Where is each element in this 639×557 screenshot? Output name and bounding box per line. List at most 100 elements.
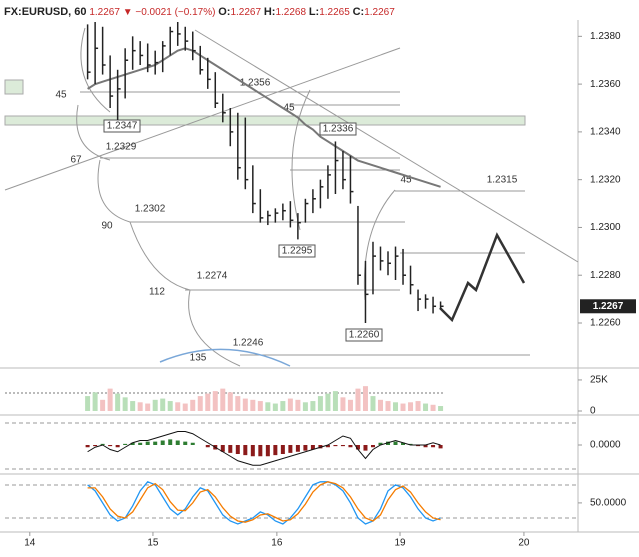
volume-bar [227,392,233,411]
macd-bar [123,443,128,445]
macd-line [87,431,441,466]
close-label: C: [353,6,365,18]
fib-arc [80,27,111,113]
volume-bar [250,399,256,411]
annotations: 45 45 45 67 90 112 135 1.2356 1.2329 1.2302 1.2274… [55,78,517,364]
volume-bar [145,403,151,411]
macd-bar [93,445,98,447]
macd-bar [190,442,195,445]
price-tag: 1.2260 [349,330,380,341]
volume-bar [362,386,368,411]
volume-bar [107,388,113,411]
projection [439,232,526,323]
macd-bar [228,445,233,453]
trend-line [194,29,579,263]
volume-bar [415,401,421,411]
x-tick-label: 14 [24,538,36,549]
trend-line [4,47,401,191]
change: −0.0021 (−0.17%) [135,7,215,18]
y-tick-label: 1.2300 [590,222,621,233]
macd-bar [295,445,300,452]
volume-bar [280,401,286,411]
macd-bar [235,445,240,454]
macd-bar [243,445,248,456]
macd-bar [318,445,323,449]
open: 1.2267 [230,7,261,18]
volume-bar [408,402,414,411]
volume-bar [182,403,188,411]
volume-bar [377,399,383,411]
price-tag-box [319,122,357,136]
fib-arc [129,221,191,291]
macd-bar [408,443,413,445]
volume-bar [340,397,346,411]
zone [4,79,24,95]
macd-bar [175,440,180,445]
y-tick-label: 25K [590,375,608,386]
macd-bar [153,441,158,445]
volume-bar [295,399,301,411]
volume-bar [310,401,316,411]
annotation: 1.2329 [106,142,137,153]
zone [4,115,526,126]
macd-bar [423,445,428,448]
volume-bar [85,396,91,411]
fib-arc [291,89,311,231]
macd-bar [310,445,315,450]
annotation: 45 [55,90,67,101]
volume-bar [370,396,376,411]
volume-bar [160,398,166,411]
volume-bar [212,391,218,411]
macd-bar [138,442,143,445]
price-tag-box [278,244,316,258]
y-tick-label: 0 [590,406,596,417]
last-price-box [580,299,636,314]
volume-bar [430,404,436,411]
price-tag-box [103,119,141,133]
volume-bar [100,399,106,411]
macd-bar [438,445,443,449]
macd-bar [416,445,421,447]
header: FX:EURUSD, 60 1.2267 ▼ −0.0021 (−0.17%) … [4,6,395,18]
arrow: ▼ [123,7,133,18]
y-tick-label: 50.0000 [590,498,627,509]
macd-bar [100,443,105,445]
x-tick-label: 16 [271,538,283,549]
macd-bar [348,445,353,448]
close: 1.2267 [364,7,395,18]
annotation: 45 [400,175,412,186]
annotation: 135 [190,353,207,364]
volume-bar [393,402,399,411]
volume-bar [317,396,323,411]
macd-bar [280,445,285,454]
volume-bar [385,401,391,411]
macd-bar [258,445,263,457]
high: 1.2268 [275,7,306,18]
volume-bar [167,401,173,411]
moving-average [87,47,441,188]
price-tag: 1.2336 [323,124,354,135]
macd-bar [370,445,375,448]
annotation: 1.2302 [135,204,166,215]
macd-bar [205,445,210,448]
y-tick-label: 1.2280 [590,270,621,281]
volume-bar [347,399,353,411]
fib-arc [188,289,241,367]
macd-bar [108,445,113,447]
x-tick-label: 19 [394,538,406,549]
y-tick-label: 1.2260 [590,318,621,329]
annotation: 90 [101,221,113,232]
y-tick-label: 1.2360 [590,79,621,90]
macd-bar [250,445,255,457]
volume-bar [272,403,278,411]
price: 1.2267 [89,7,120,18]
price-tag: 1.2295 [282,246,313,257]
volume-bar [115,393,121,411]
volume-bar [332,391,338,411]
arc [159,348,291,367]
oscillator-line [87,481,441,525]
volume-bar [235,396,241,411]
volume-bar [257,401,263,411]
macd-bar [355,445,360,450]
